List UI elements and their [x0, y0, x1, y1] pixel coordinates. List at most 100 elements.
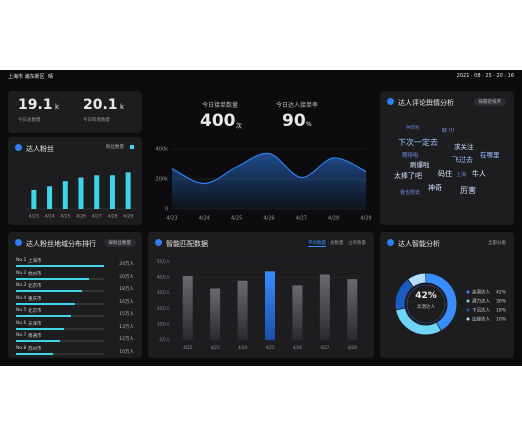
y-tick-label: 40万人: [157, 275, 170, 280]
bar: [237, 280, 248, 340]
ranking-panel: 达人粉丝地域分布排行 按粉丝数量 No.1 上海市 24万人 No.2 杭州市 20万人 N…: [8, 232, 142, 358]
filter-dropdown[interactable]: 全部分类: [488, 241, 506, 246]
word: 牛人: [472, 170, 486, 178]
line: [171, 152, 367, 185]
orders-chart: 0 200k 400k 4/23 4/24 4/25 4/26 4/27 4/28 4/29: [156, 147, 372, 222]
word: 太棒了吧: [394, 172, 422, 180]
stats-panel: 19.1 k 今日总数量 20.1 k 今日新增数量: [8, 91, 142, 133]
bar: [125, 172, 131, 209]
y-tick-label: 10万人: [157, 321, 170, 326]
value-label: 10%: [496, 317, 507, 323]
x-tick-label: 4/28: [348, 345, 357, 350]
x-tick-label: 4/25: [60, 214, 70, 220]
kpi-value: 90: [282, 111, 306, 131]
word: 神奇: [428, 184, 442, 192]
city: 苏州市: [28, 346, 42, 352]
donut-value: 42%: [415, 291, 437, 301]
x-tick-label: 4/24: [238, 345, 247, 350]
icon: [15, 144, 22, 151]
panel-title: 达人智能分析: [398, 240, 440, 248]
legend-swatch: [466, 290, 470, 294]
panel-title: 智能匹配数据: [166, 240, 208, 248]
y-tick-label: 50万人: [157, 259, 170, 264]
city: 天津市: [28, 321, 42, 327]
bar: [16, 302, 75, 305]
x-tick-label: 4/26: [293, 345, 302, 350]
kpi-label: 今日达人接单率: [276, 102, 319, 109]
legend-label: 边缘达人: [472, 316, 490, 323]
legend-swatch: [466, 317, 470, 321]
bar: [347, 279, 358, 340]
bar: [47, 186, 53, 209]
value-label: 15万人: [119, 312, 134, 317]
stat-unit: k: [55, 103, 60, 111]
stat-label: 今日总数量: [18, 118, 41, 123]
x-tick-label: 4/27: [92, 214, 102, 220]
legend-label: 潜力达人: [472, 298, 490, 305]
value-label: 18万人: [119, 287, 134, 292]
tab[interactable]: 占有数量: [348, 241, 366, 246]
word: 下次一定去: [398, 138, 438, 147]
word: 我也想去: [400, 190, 421, 196]
word: 厉害: [460, 186, 476, 195]
bar: [210, 288, 221, 340]
kpi-value: 400: [200, 111, 236, 131]
legend-label: 高潜达人: [472, 289, 490, 296]
value-label: 16万人: [119, 299, 134, 305]
icon: [387, 239, 394, 246]
word: 上海: [456, 172, 467, 178]
location: 上海市 浦东新区: [8, 74, 45, 80]
value-label: 20万人: [119, 274, 134, 280]
city: 上海市: [28, 259, 42, 264]
sort-dropdown[interactable]: 按粉丝数量: [103, 239, 136, 247]
x-tick-label: 4/29: [123, 214, 133, 220]
legend-label: 下沉达人: [472, 307, 490, 314]
datetime: 2021 · 08 · 25 · 20 : 16: [456, 73, 514, 79]
rank: No.2: [16, 270, 27, 276]
x-tick-label: 4/27: [320, 345, 329, 350]
x-tick-label: 4/22: [183, 345, 192, 350]
comments-panel: 达人评论舆情分析 按最近排序 种草啦 好 !!! 下次一定去 求关注 期待啦 在哪里 刷爆啦…: [380, 91, 514, 225]
x-tick-label: 4/28: [107, 214, 117, 220]
x-tick-label: 4/27: [296, 216, 307, 222]
value-label: 24万人: [119, 262, 134, 267]
bar: [16, 327, 64, 330]
icon: [15, 239, 22, 246]
word: 刷爆啦: [410, 161, 430, 169]
rank: No.3: [16, 283, 27, 288]
matching-panel: 智能匹配数据 平均数量 总数量 占有数量 0万人 10万人 20万人 30万人 40万人…: [148, 232, 374, 358]
x-tick-label: 4/23: [166, 216, 177, 222]
bar: [16, 277, 90, 280]
bar: [16, 315, 71, 317]
tab[interactable]: 平均数量: [308, 241, 326, 247]
weather: 晴: [48, 74, 54, 80]
panel-title: 达人粉丝地域分布排行: [26, 240, 96, 248]
value-label: 10万人: [119, 349, 134, 355]
area: [172, 153, 366, 209]
rank: No.4: [16, 295, 27, 301]
word: 在哪里: [480, 151, 500, 159]
word: 期待啦: [402, 153, 419, 159]
y-tick-label: 0万人: [159, 337, 170, 342]
bar: [182, 276, 193, 340]
stat-value: 19.1: [18, 97, 53, 113]
value-label: 30%: [496, 299, 507, 305]
word: 求关注: [454, 143, 474, 151]
stat-value: 20.1: [83, 97, 118, 113]
stat-label: 今日新增数量: [83, 118, 110, 123]
fans-panel: 达人粉丝 粉丝数量 4/23 4/24 4/25 4/26 4/27 4/28 4/29: [8, 137, 142, 225]
bar: [94, 175, 100, 209]
sort-dropdown[interactable]: 按最近排序: [473, 98, 506, 106]
bar: [16, 352, 53, 355]
rank: No.1: [16, 258, 27, 263]
y-tick-label: 200k: [156, 177, 169, 183]
panel-title: 达人评论舆情分析: [398, 99, 454, 107]
city: 杭州市: [28, 271, 42, 277]
donut-ring: [406, 284, 446, 324]
dashboard: 上海市 浦东新区 晴 2021 · 08 · 25 · 20 : 16 19.1…: [0, 70, 522, 366]
tab[interactable]: 总数量: [330, 241, 344, 246]
legend-swatch: [130, 145, 134, 149]
stat-unit: k: [120, 103, 125, 111]
bar: [319, 274, 330, 340]
donut-segment: [395, 273, 457, 335]
